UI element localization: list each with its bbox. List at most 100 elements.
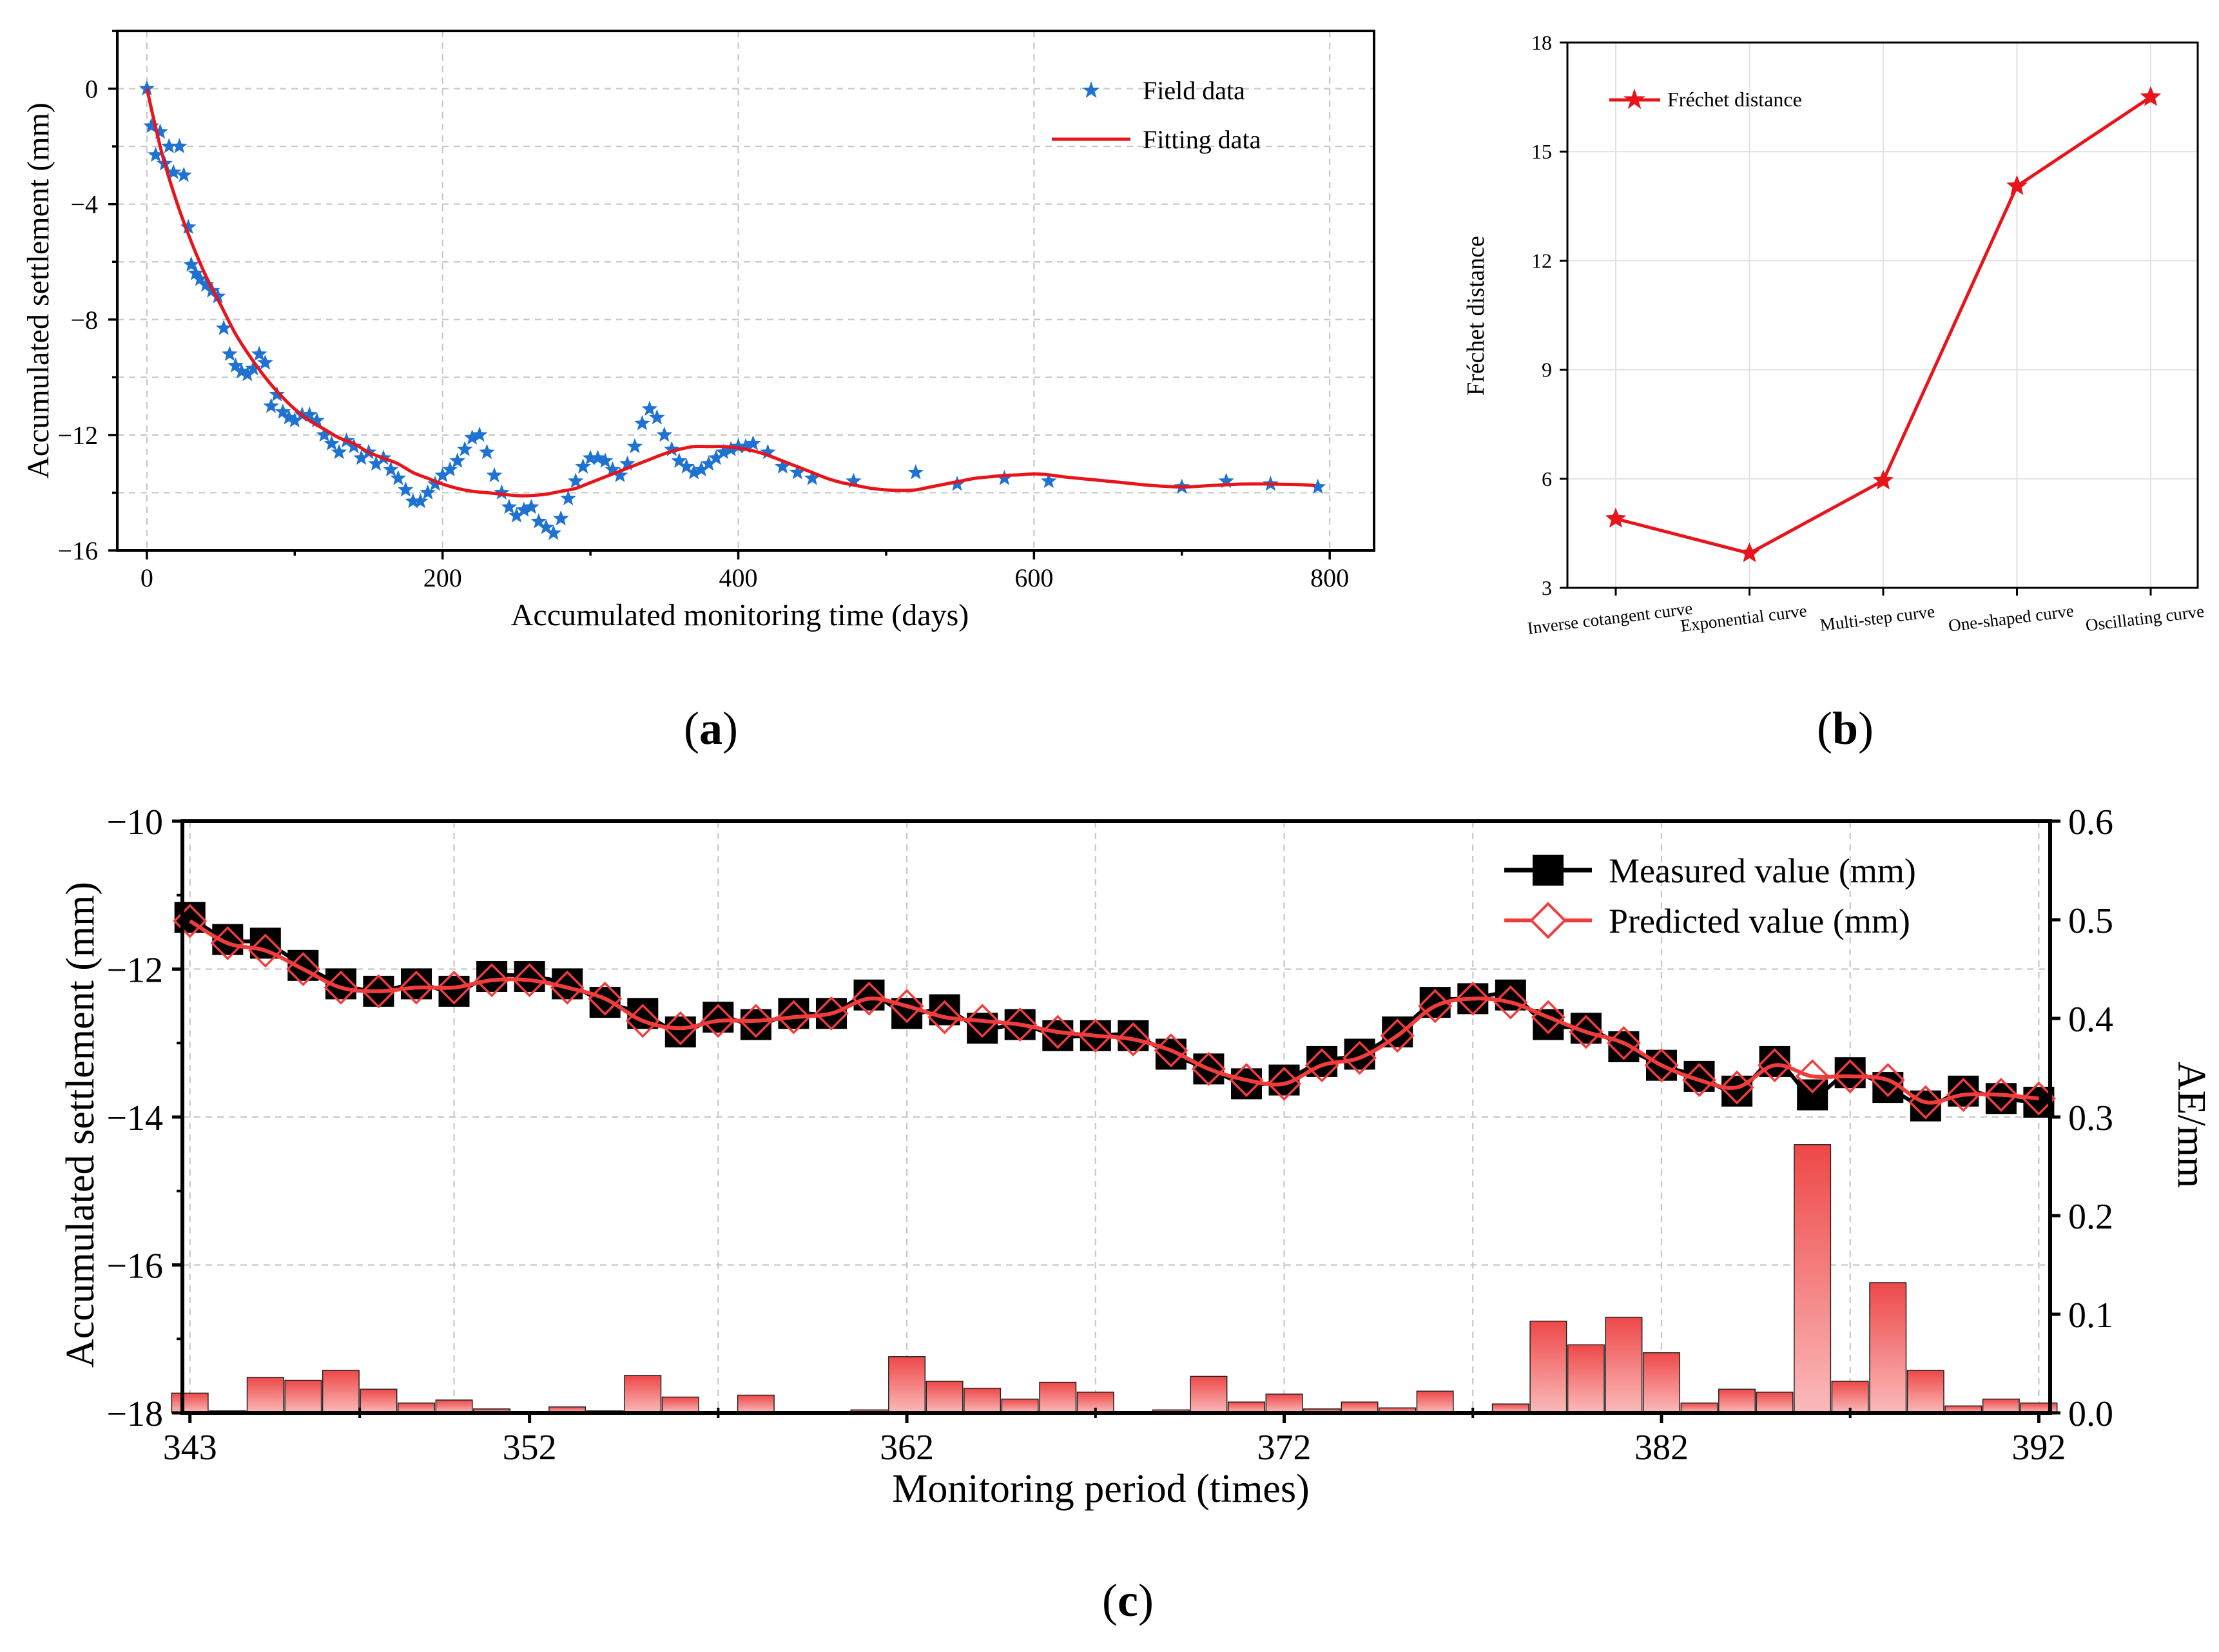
- panel-a-legend: ★ Field data Fitting data: [1052, 76, 1261, 154]
- panel-c-predicted-point: [625, 1004, 660, 1038]
- panel-a-field-point: [804, 470, 820, 485]
- panel-c-predicted-point: [1191, 1051, 1226, 1086]
- panel-c-ae-bar: [322, 1370, 360, 1414]
- panel-c-predicted-point: [1455, 981, 1490, 1016]
- panel-c-ae-bar: [624, 1375, 662, 1414]
- panel-a-fitting-line: [145, 88, 1315, 498]
- panel-c-predicted-point: [1116, 1022, 1150, 1056]
- panel-a-field-point: [582, 449, 599, 465]
- panel-a-field-point: [471, 426, 488, 442]
- panel-c-y-tick-label: −10: [106, 802, 163, 842]
- panel-a-field-point: [590, 449, 606, 465]
- panel-b-y-tick-label: 18: [1531, 31, 1552, 54]
- panel-b-series: [1605, 86, 2162, 563]
- panel-c-y2-tick-label: 0.6: [2068, 802, 2113, 842]
- panel-a-field-point: [545, 525, 562, 540]
- panel-c-y-tick-label: −12: [106, 951, 163, 991]
- panel-c-predicted-point: [1380, 1018, 1415, 1053]
- panel-c-legend-measured-marker: [1533, 855, 1564, 886]
- panel-c-predicted-point: [814, 996, 849, 1031]
- panel-a-field-point: [280, 409, 297, 425]
- panel-a-field-point: [324, 435, 340, 451]
- panel-c-predicted-point: [1984, 1078, 2019, 1113]
- panel-c-ae-bar: [964, 1388, 1002, 1414]
- panel-a-series: [139, 80, 1326, 540]
- panel-c-predicted-point: [210, 926, 245, 960]
- panel-a-y-axis-label: Accumulated settlement (mm): [21, 102, 55, 479]
- panel-b-category-label: Oscillating curve: [2084, 601, 2205, 635]
- panel-c-series: [173, 902, 2056, 1122]
- panel-c-ae-bar: [1906, 1370, 1944, 1414]
- panel-c-y2-axis-label: AE/mm: [2169, 1062, 2213, 1188]
- panel-c-measured-line: [189, 915, 2039, 1108]
- panel-a-ticks: 0 200 400 600 800 0 −4 −8 −12 −16: [57, 30, 1349, 592]
- panel-c-y-tick-label: −16: [106, 1247, 163, 1287]
- panel-a-field-point: [309, 412, 325, 427]
- panel-c-predicted-point: [889, 989, 924, 1024]
- panel-c-predicted-point: [248, 933, 283, 968]
- panel-b-frechet-point: [1739, 542, 1760, 563]
- panel-a-field-point: [715, 443, 732, 460]
- panel-a-field-point: [192, 271, 208, 286]
- panel-a-field-point: [228, 357, 244, 373]
- panel-a-field-point: [286, 412, 303, 427]
- panel-c-predicted-line: [189, 919, 2039, 1105]
- panel-a-field-point: [456, 441, 473, 456]
- panel-c-predicted-point: [1795, 1059, 1830, 1094]
- panel-c-predicted-point: [1870, 1063, 1905, 1098]
- panel-a-field-point: [152, 123, 168, 139]
- panel-c-y-tick-label: −14: [106, 1098, 163, 1138]
- panel-c-predicted-point: [1342, 1040, 1377, 1075]
- panel-a-field-point: [345, 438, 362, 454]
- panel-a-field-point: [427, 476, 443, 491]
- panel-c-ticks: −10 −12 −14 −16 −18 0.6 0.5 0.4 0.3 0.2 0.1 0.0 343 3…: [106, 802, 2113, 1468]
- panel-c-predicted-point: [1418, 989, 1453, 1024]
- panel-c-ae-bar: [1567, 1344, 1605, 1414]
- panel-c-predicted-point: [776, 1000, 811, 1035]
- panel-a-field-point: [331, 443, 347, 460]
- panel-c-predicted-point: [399, 970, 434, 1005]
- panel-c-measured-point: [967, 1013, 998, 1044]
- panel-a-field-point: [245, 360, 262, 376]
- panel-b-y-tick-label: 3: [1542, 576, 1552, 599]
- panel-c-chart: −10 −12 −14 −16 −18 0.6 0.5 0.4 0.3 0.2 0.1 0.0 343 3…: [59, 802, 2213, 1511]
- panel-c-y2-tick-label: 0.0: [2068, 1394, 2113, 1434]
- panel-c-predicted-point: [1003, 1007, 1038, 1042]
- panel-a-field-point: [209, 288, 226, 304]
- panel-c-ae-bar: [246, 1377, 284, 1414]
- panel-a-y-tick-label: −16: [57, 536, 98, 565]
- panel-c-predicted-point: [512, 963, 547, 998]
- panel-label-b: (b): [1817, 703, 1874, 754]
- panel-label-a: (a): [684, 703, 738, 754]
- panel-a-field-point: [626, 438, 643, 454]
- panel-b-grid: [1567, 42, 2198, 588]
- panel-c-predicted-point: [1682, 1063, 1716, 1098]
- panel-a-field-point: [257, 354, 273, 370]
- panel-a-field-point: [1218, 472, 1234, 489]
- panel-b-y-tick-label: 15: [1531, 140, 1552, 163]
- panel-c-y2-tick-label: 0.3: [2068, 1098, 2113, 1138]
- panel-a-legend-fit-label: Fitting data: [1143, 125, 1261, 154]
- panel-c-x-tick-label: 382: [1634, 1428, 1689, 1468]
- panel-c-predicted-point: [286, 952, 320, 986]
- panel-c-x-tick-label: 352: [503, 1428, 557, 1468]
- panel-c-predicted-point: [965, 1004, 1000, 1038]
- panel-a-field-point: [656, 426, 673, 442]
- panel-c-ae-bar: [1756, 1392, 1794, 1414]
- panel-a-grid: [117, 30, 1374, 552]
- panel-c-predicted-point: [1569, 1015, 1604, 1049]
- panel-c-predicted-point: [361, 974, 396, 1009]
- panel-a-chart: 0 200 400 600 800 0 −4 −8 −12 −16 Accumulated mon…: [21, 30, 1375, 632]
- panel-c-predicted-point: [1644, 1048, 1679, 1083]
- panel-c-grid: [182, 821, 2050, 1413]
- panel-c-ae-bar: [1190, 1375, 1228, 1414]
- panel-a-field-point: [538, 519, 554, 534]
- panel-a-field-point: [523, 498, 539, 514]
- panel-b-frechet-point: [2140, 86, 2162, 106]
- panel-a-field-point: [188, 265, 204, 280]
- panel-a-field-point: [143, 117, 160, 133]
- panel-a-field-point: [441, 461, 458, 477]
- panel-a-field-point: [148, 146, 164, 162]
- panel-a-x-tick-label: 400: [719, 563, 758, 592]
- panel-a-field-point: [434, 467, 451, 483]
